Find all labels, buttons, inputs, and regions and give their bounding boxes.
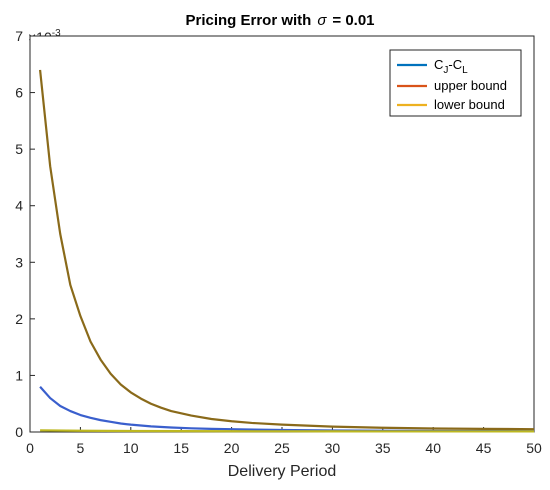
- x-tick-label: 5: [77, 440, 85, 456]
- y-exponent-power: -3: [52, 28, 61, 39]
- x-tick-label: 45: [476, 440, 492, 456]
- legend-label-lower-bound: lower bound: [434, 97, 505, 112]
- y-tick-label: 7: [15, 28, 23, 44]
- y-tick-label: 4: [15, 198, 23, 214]
- legend-label-cj-cl: CJ-CL: [434, 57, 468, 76]
- chart-title: Pricing Error with σ = 0.01: [185, 12, 374, 29]
- series-lines: [38, 69, 535, 433]
- x-tick-label: 15: [173, 440, 189, 456]
- y-tick-label: 5: [15, 141, 23, 157]
- x-axis-ticks: 0 5 10 15 20 25 30 35 40 45 50: [26, 427, 542, 456]
- y-tick-label: 6: [15, 85, 23, 101]
- series-line-upper-bound: [38, 69, 535, 431]
- x-tick-label: 20: [224, 440, 240, 456]
- x-tick-label: 40: [425, 440, 441, 456]
- y-axis-ticks: 0 1 2 3 4 5 6 7: [15, 28, 35, 440]
- x-tick-label: 10: [123, 440, 139, 456]
- x-tick-label: 35: [375, 440, 391, 456]
- chart-title-prefix: Pricing Error with: [185, 12, 311, 29]
- y-tick-label: 2: [15, 311, 23, 327]
- chart-title-suffix: = 0.01: [332, 12, 374, 29]
- y-tick-label: 3: [15, 254, 23, 270]
- y-tick-label: 1: [15, 367, 23, 383]
- chart-title-symbol: σ: [317, 12, 327, 29]
- x-tick-label: 25: [274, 440, 290, 456]
- y-tick-label: 0: [15, 424, 23, 440]
- x-tick-label: 50: [526, 440, 542, 456]
- x-tick-label: 0: [26, 440, 34, 456]
- x-tick-label: 30: [325, 440, 341, 456]
- x-axis-label: Delivery Period: [228, 463, 336, 480]
- legend: CJ-CL upper bound lower bound: [389, 49, 522, 117]
- series-line-lower-bound: [40, 429, 534, 433]
- legend-label-upper-bound: upper bound: [434, 78, 507, 93]
